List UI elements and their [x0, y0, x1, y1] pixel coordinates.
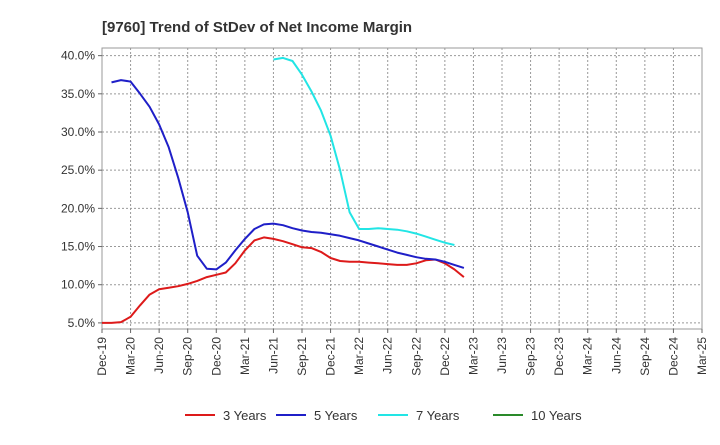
plot-area	[101, 47, 703, 330]
x-tick-label: Sep-22	[409, 337, 423, 376]
x-tick-label: Mar-20	[124, 337, 138, 375]
y-tick-label: 30.0%	[61, 125, 95, 139]
x-tick-label: Dec-22	[438, 337, 452, 376]
x-axis: Dec-19 Mar-20 Jun-20 Sep-20 Dec-20 Mar-21 Jun-…	[95, 329, 709, 376]
x-tick-label: Dec-24	[666, 337, 680, 376]
x-tick-label: Dec-21	[324, 337, 338, 376]
x-tick-label: Jun-20	[152, 337, 166, 374]
y-tick-label: 35.0%	[61, 87, 95, 101]
y-tick-label: 25.0%	[61, 163, 95, 177]
x-tick-label: Sep-21	[295, 337, 309, 376]
y-tick-label: 40.0%	[61, 49, 95, 63]
y-tick-label: 15.0%	[61, 240, 95, 254]
chart-title: [9760] Trend of StDev of Net Income Marg…	[102, 19, 412, 36]
x-tick-label: Mar-25	[695, 337, 709, 375]
legend: 3 Years 5 Years 7 Years 10 Years	[185, 408, 582, 423]
legend-label: 7 Years	[416, 408, 460, 423]
x-tick-label: Mar-24	[581, 337, 595, 375]
x-tick-label: Mar-21	[238, 337, 252, 375]
legend-label: 10 Years	[531, 408, 582, 423]
x-tick-label: Dec-23	[552, 337, 566, 376]
series-lines	[102, 56, 465, 324]
x-tick-label: Mar-23	[466, 337, 480, 375]
x-tick-label: Jun-22	[381, 337, 395, 374]
series-line-3-years	[102, 236, 465, 324]
series-line-5-years	[111, 79, 465, 271]
series-line-7-years	[273, 56, 455, 246]
y-tick-label: 5.0%	[68, 316, 96, 330]
x-tick-label: Mar-22	[352, 337, 366, 375]
x-tick-label: Sep-23	[524, 337, 538, 376]
grid-lines	[102, 48, 702, 329]
x-tick-label: Sep-20	[181, 337, 195, 376]
x-tick-label: Jun-21	[266, 337, 280, 374]
y-tick-label: 10.0%	[61, 278, 95, 292]
legend-label: 3 Years	[223, 408, 267, 423]
y-axis: 5.0% 10.0% 15.0% 20.0% 25.0% 30.0% 35.0% 40.0%	[61, 49, 102, 330]
x-tick-label: Sep-24	[638, 337, 652, 376]
x-tick-label: Jun-24	[609, 337, 623, 374]
x-tick-label: Jun-23	[495, 337, 509, 374]
x-tick-label: Dec-20	[209, 337, 223, 376]
x-tick-label: Dec-19	[95, 337, 109, 376]
legend-label: 5 Years	[314, 408, 358, 423]
y-tick-label: 20.0%	[61, 201, 95, 215]
